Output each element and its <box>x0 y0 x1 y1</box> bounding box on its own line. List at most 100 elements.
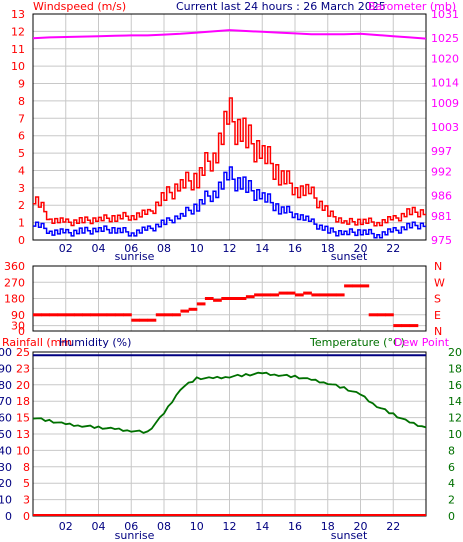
compass-tick-label: W <box>434 276 445 289</box>
temp-tick-label: 6 <box>448 461 455 474</box>
sunset-label: sunset <box>331 250 368 263</box>
direction-point <box>33 313 42 317</box>
humidity-tick-label: 70 <box>0 395 12 408</box>
chart-title: Current last 24 hours : 26 March 2025 <box>176 0 386 13</box>
wind-baro-marks <box>32 29 427 239</box>
compass-tick-label: N <box>434 260 442 273</box>
humidity-tick-label: 10 <box>0 494 12 507</box>
direction-point <box>164 313 173 317</box>
th-hour-tick-label: 14 <box>255 520 269 533</box>
direction-point <box>196 302 206 306</box>
temp-tick-label: 12 <box>448 412 462 425</box>
direction-point <box>393 324 402 328</box>
temp-hum-axis-labels: 0010320530840105013601570188020902310025… <box>0 346 462 542</box>
th-hour-tick-label: 10 <box>190 520 204 533</box>
direction-point <box>295 293 304 297</box>
humidity-tick-label: 60 <box>0 412 12 425</box>
wind-tick-label: 2 <box>18 199 25 212</box>
th-hour-tick-label: 20 <box>354 520 368 533</box>
wind-tick-label: 4 <box>18 164 25 177</box>
direction-point <box>344 284 353 288</box>
th-sunrise-label: sunrise <box>115 529 155 542</box>
baro-tick-label: 1025 <box>431 32 459 45</box>
wind-tick-label: 7 <box>18 112 25 125</box>
baro-tick-label: 981 <box>431 210 452 223</box>
rain-tick-label: 25 <box>16 346 30 359</box>
direction-point <box>335 293 345 297</box>
wind-tick-label: 1 <box>18 217 25 230</box>
th-sunset-label: sunset <box>331 529 368 542</box>
wind-tick-label: 8 <box>18 95 25 108</box>
rain-tick-label: 5 <box>23 477 30 490</box>
hour-tick-label: 02 <box>59 242 73 255</box>
baro-tick-label: 992 <box>431 165 452 178</box>
rain-tick-label: 13 <box>16 428 30 441</box>
direction-point <box>147 318 157 322</box>
rain-tick-label: 18 <box>16 395 30 408</box>
direction-point <box>237 297 247 300</box>
temp-tick-label: 20 <box>448 346 462 359</box>
baro-tick-label: 986 <box>431 190 452 203</box>
rain-tick-label: 0 <box>23 510 30 523</box>
th-hour-tick-label: 06 <box>124 520 138 533</box>
hour-tick-label: 06 <box>124 242 138 255</box>
hour-tick-label: 04 <box>92 242 106 255</box>
dir-tick-label: 0 <box>18 325 25 338</box>
compass-tick-label: S <box>434 293 441 306</box>
baro-tick-label: 975 <box>431 234 452 247</box>
temp-hum-grid <box>33 351 426 517</box>
direction-point <box>90 313 99 317</box>
windspeed-axis-title: Windspeed (m/s) <box>33 0 126 13</box>
wind-tick-label: 0 <box>18 234 25 247</box>
direction-point <box>303 291 312 295</box>
wind-tick-label: 6 <box>18 130 25 143</box>
humidity-tick-label: 50 <box>0 428 12 441</box>
hour-tick-label: 22 <box>386 242 400 255</box>
direction-point <box>57 313 67 317</box>
direction-panel <box>32 265 427 332</box>
rain-tick-label: 23 <box>16 362 30 375</box>
direction-marks <box>33 284 419 328</box>
direction-point <box>327 293 337 297</box>
temperature-axis-title: Temperature (°C) <box>309 336 405 349</box>
barometer-series-line <box>32 29 427 40</box>
wind-baro-axis-labels: 0123456789101112139759819869929971003100… <box>11 8 459 263</box>
sunrise-label: sunrise <box>115 250 155 263</box>
temp-tick-label: 14 <box>448 395 462 408</box>
humidity-tick-label: 80 <box>0 379 12 392</box>
direction-point <box>368 313 378 317</box>
direction-point <box>286 291 296 295</box>
th-hour-tick-label: 12 <box>223 520 237 533</box>
hour-tick-label: 14 <box>255 242 269 255</box>
avg-series-line <box>33 166 426 239</box>
wind-baro-panel <box>32 13 427 241</box>
direction-point <box>278 291 288 295</box>
direction-point <box>82 313 91 317</box>
humidity-tick-label: 100 <box>0 346 12 359</box>
direction-point <box>221 297 230 300</box>
rainfall-axis-title: Rainfall (mm <box>2 336 72 349</box>
temp-tick-label: 8 <box>448 444 455 457</box>
hour-tick-label: 16 <box>288 242 302 255</box>
humidity-tick-label: 0 <box>5 510 12 523</box>
hour-tick-label: 12 <box>223 242 237 255</box>
direction-point <box>213 298 222 302</box>
th-hour-tick-label: 18 <box>321 520 335 533</box>
baro-tick-label: 1009 <box>431 97 459 110</box>
direction-point <box>106 313 116 317</box>
humidity-tick-label: 20 <box>0 477 12 490</box>
rain-tick-label: 20 <box>16 379 30 392</box>
wind-baro-grid <box>33 13 426 241</box>
direction-point <box>311 293 321 297</box>
wind-tick-label: 5 <box>18 147 25 160</box>
rain-tick-label: 10 <box>16 444 30 457</box>
temperature-series-line <box>32 371 427 434</box>
direction-point <box>376 313 386 317</box>
direction-point <box>229 297 239 300</box>
compass-tick-label: N <box>434 325 442 338</box>
dir-tick-label: 30 <box>11 320 25 333</box>
humidity-tick-label: 90 <box>0 362 12 375</box>
baro-tick-label: 1003 <box>431 121 459 134</box>
humidity-tick-label: 40 <box>0 444 12 457</box>
